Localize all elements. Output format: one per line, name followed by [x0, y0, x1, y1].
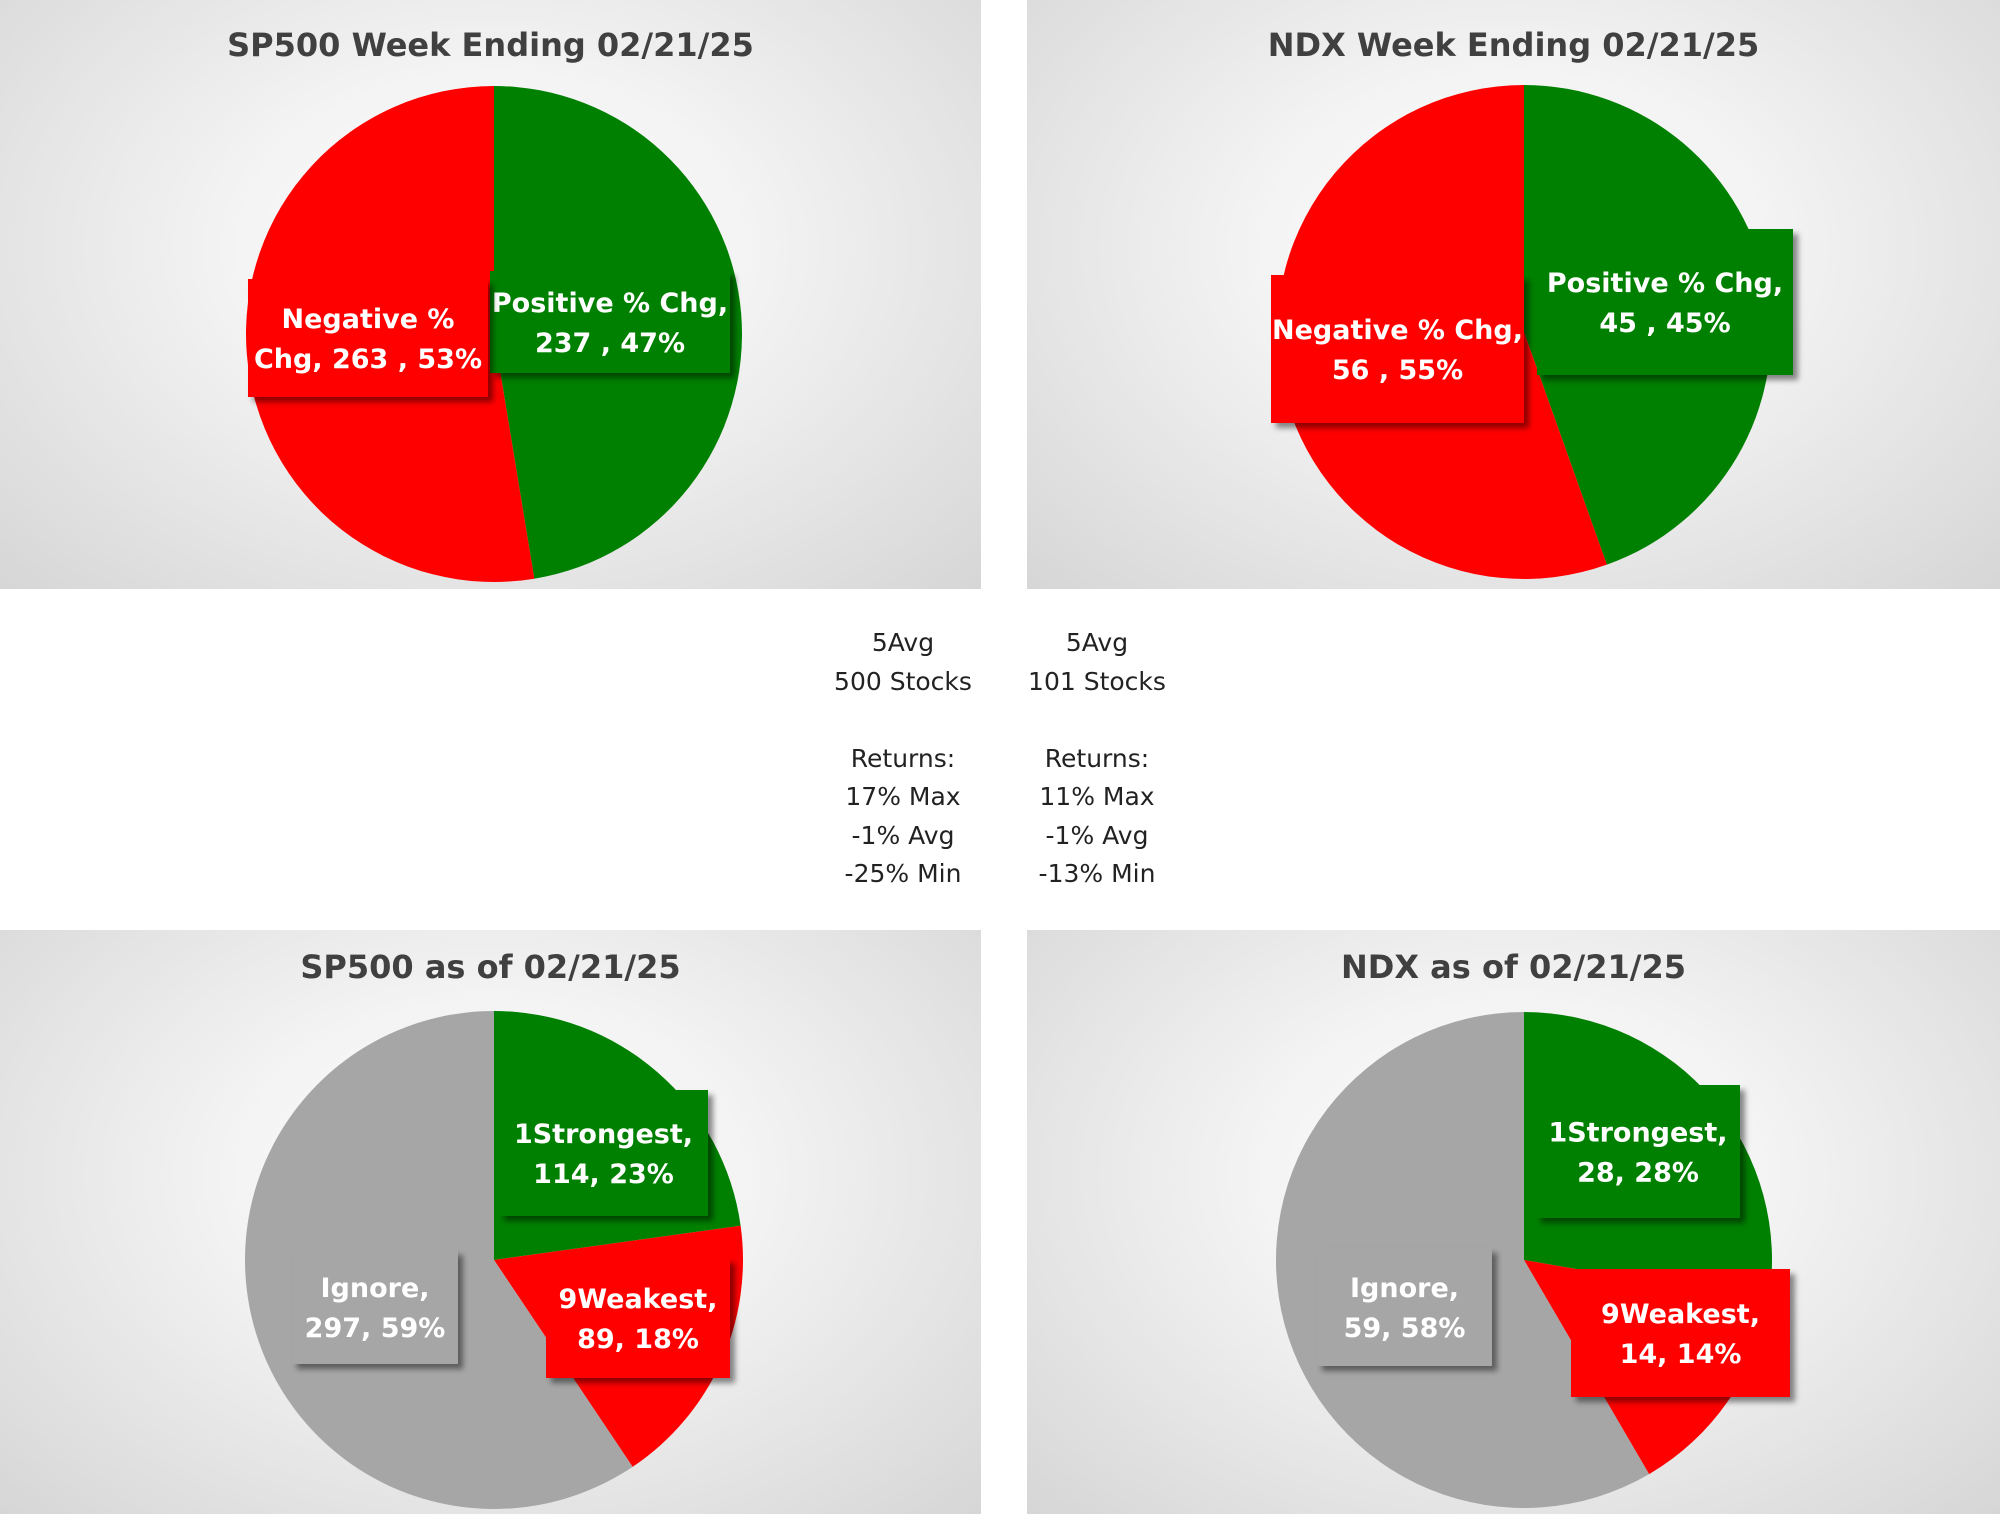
data-label-text: Negative % [282, 304, 455, 335]
ndx-stats-column: 5Avg 101 Stocks Returns: 11% Max -1% Avg… [1002, 624, 1192, 894]
chart-title: SP500 Week Ending 02/21/25 [227, 26, 754, 64]
data-label-text: 114, 23% [533, 1159, 674, 1190]
data-label-text: 59, 58% [1344, 1313, 1466, 1344]
data-label-negative-chg: Negative % Chg, 56 , 55% [1271, 275, 1524, 423]
data-label-1strongest: 1Strongest, 28, 28% [1536, 1085, 1740, 1218]
chart-title: NDX as of 02/21/25 [1341, 948, 1686, 986]
data-label-ignore: Ignore, 59, 58% [1317, 1248, 1492, 1366]
ndx-asof-pie-panel: NDX as of 02/21/25 1Strongest, 28, 28% 9Wea… [1027, 930, 2000, 1514]
data-label-1strongest: 1Strongest, 114, 23% [499, 1090, 708, 1216]
sp500-week-pie-panel: SP500 Week Ending 02/21/25 Positive % Chg… [0, 0, 981, 589]
ndx-week-pie-chart: NDX Week Ending 02/21/25 Positive % Chg, 4… [1268, 26, 1793, 579]
data-label-positive-chg: Positive % Chg, 237 , 47% [490, 271, 730, 373]
data-label-negative-chg: Negative % Chg, 263 , 53% [248, 279, 488, 397]
data-label-positive-chg: Positive % Chg, 45 , 45% [1537, 229, 1793, 375]
ndx-asof-pie-chart: NDX as of 02/21/25 1Strongest, 28, 28% 9Wea… [1276, 948, 1790, 1508]
ndx-stat-line: Returns: [1044, 743, 1150, 773]
sp500-stat-line: 17% Max [845, 782, 961, 811]
data-label-text: 56 , 55% [1332, 355, 1463, 386]
ndx-stat-line: 5Avg [1065, 628, 1129, 657]
chart-title: NDX Week Ending 02/21/25 [1268, 26, 1759, 64]
sp500-stat-line [808, 701, 998, 740]
ndx-stat-line [1002, 701, 1192, 740]
sp500-asof-pie-chart: SP500 as of 02/21/25 1Strongest, 114, 23% 9… [244, 948, 743, 1509]
data-label-text: 9Weakest, [1601, 1299, 1760, 1330]
data-label-text: 89, 18% [577, 1324, 699, 1355]
sp500-stats-column: 5Avg 500 Stocks Returns: 17% Max -1% Avg… [808, 624, 998, 894]
data-label-text: Chg, 263 , 53% [254, 344, 482, 375]
sp500-stat-line: -25% Min [844, 859, 962, 888]
ndx-stat-line: 11% Max [1039, 782, 1155, 811]
ndx-stat-line: 101 Stocks [1028, 666, 1166, 696]
data-label-9weakest: 9Weakest, 89, 18% [546, 1258, 730, 1378]
sp500-stat-line: -1% Avg [851, 820, 955, 850]
data-label-text: Negative % Chg, [1272, 315, 1523, 346]
data-label-ignore: Ignore, 297, 59% [292, 1250, 458, 1364]
ndx-stat-line: -13% Min [1038, 859, 1156, 888]
data-label-9weakest: 9Weakest, 14, 14% [1571, 1269, 1790, 1397]
data-label-text: 9Weakest, [559, 1284, 718, 1315]
ndx-stat-line: -1% Avg [1045, 820, 1149, 850]
data-label-text: Positive % Chg, [492, 288, 728, 319]
data-label-text: Ignore, [1350, 1273, 1459, 1304]
ndx-week-pie-panel: NDX Week Ending 02/21/25 Positive % Chg, 4… [1027, 0, 2000, 589]
data-label-text: Ignore, [320, 1273, 429, 1304]
data-label-text: 1Strongest, [1548, 1118, 1727, 1149]
data-label-text: 28, 28% [1577, 1158, 1699, 1189]
data-label-text: 45 , 45% [1599, 308, 1730, 339]
sp500-stat-line: Returns: [850, 743, 956, 773]
sp500-stat-line: 5Avg [871, 628, 935, 657]
data-label-text: 1Strongest, [514, 1119, 693, 1150]
sp500-stat-line: 500 Stocks [834, 666, 972, 696]
sp500-week-pie-chart: SP500 Week Ending 02/21/25 Positive % Chg… [227, 26, 754, 583]
data-label-text: 237 , 47% [535, 328, 685, 359]
data-label-text: Positive % Chg, [1547, 268, 1783, 299]
data-label-text: 297, 59% [305, 1313, 446, 1344]
sp500-asof-pie-panel: SP500 as of 02/21/25 1Strongest, 114, 23% 9… [0, 930, 981, 1514]
chart-title: SP500 as of 02/21/25 [300, 948, 680, 986]
data-label-text: 14, 14% [1620, 1339, 1742, 1370]
